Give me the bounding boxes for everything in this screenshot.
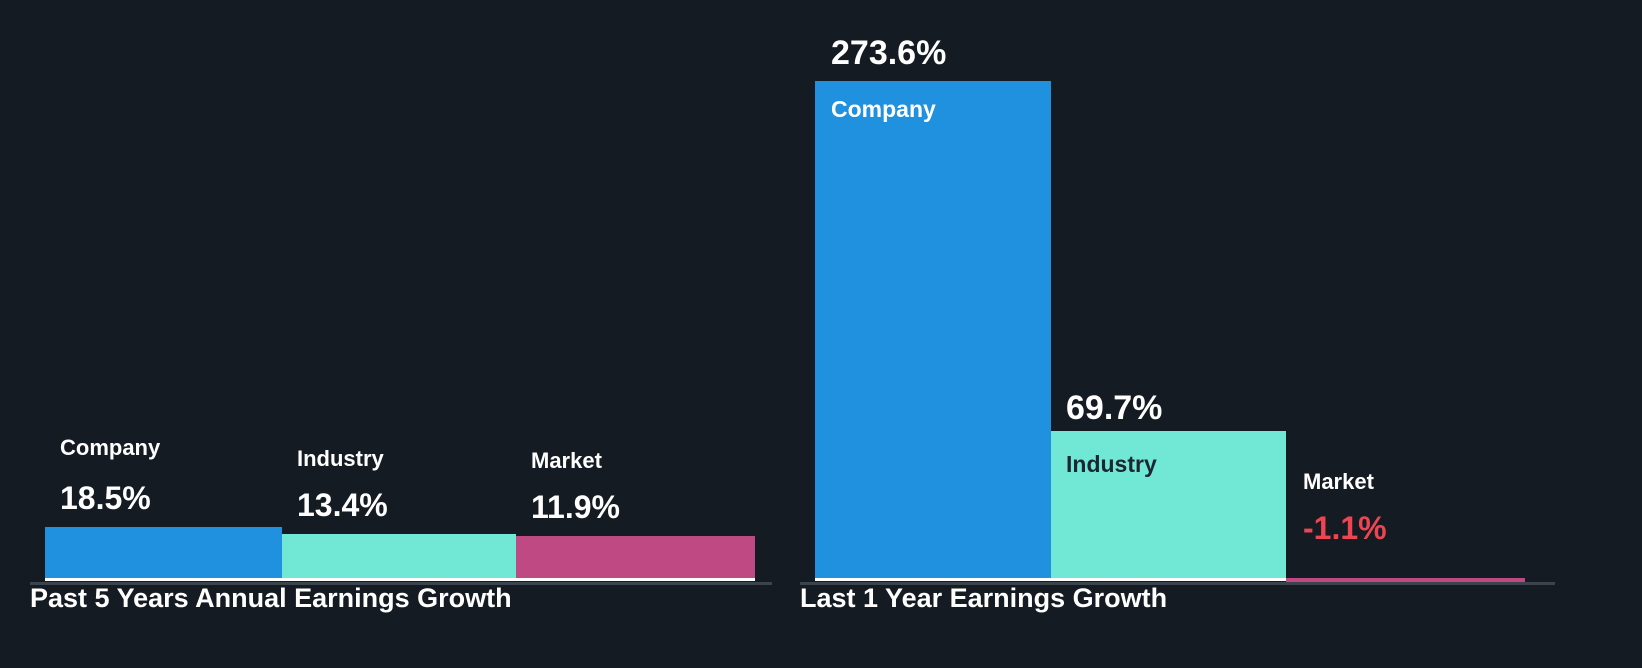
chart-title-right: Last 1 Year Earnings Growth xyxy=(800,583,1168,613)
bar-baseline-industry-right xyxy=(1051,578,1286,581)
bar-baseline-market-left xyxy=(516,578,755,581)
value-label-industry-left: 13.4% xyxy=(297,487,388,523)
series-label-company-left: Company xyxy=(60,435,161,460)
axis-tick-stub-right xyxy=(800,582,822,585)
plot-area-right: 273.6% Company 69.7% Industry Market -1.… xyxy=(800,0,1642,582)
bar-baseline-company-right xyxy=(815,578,1051,581)
bar-company-left[interactable] xyxy=(45,527,282,578)
bar-baseline-industry-left xyxy=(282,578,516,581)
value-label-market-left: 11.9% xyxy=(531,489,620,525)
plot-area-left: Company 18.5% Industry 13.4% Market 11.9… xyxy=(0,0,800,581)
bar-company-right[interactable] xyxy=(815,81,1051,578)
series-label-industry-right: Industry xyxy=(1066,451,1157,477)
chart-panel-past-5-years: Company 18.5% Industry 13.4% Market 11.9… xyxy=(0,0,800,668)
bar-market-right[interactable] xyxy=(1286,578,1525,582)
axis-line-left xyxy=(30,582,772,585)
series-label-industry-left: Industry xyxy=(297,446,384,471)
value-label-company-left: 18.5% xyxy=(60,480,151,516)
value-label-market-right: -1.1% xyxy=(1303,510,1387,546)
value-label-industry-right: 69.7% xyxy=(1066,389,1163,427)
bar-industry-left[interactable] xyxy=(282,534,516,578)
bar-baseline-company-left xyxy=(45,578,282,581)
axis-line-right xyxy=(815,582,1555,585)
bar-market-left[interactable] xyxy=(516,536,755,578)
value-label-company-right: 273.6% xyxy=(831,34,947,72)
series-label-market-right: Market xyxy=(1303,469,1374,494)
series-label-company-right: Company xyxy=(831,96,936,122)
chart-title-left: Past 5 Years Annual Earnings Growth xyxy=(30,583,512,613)
bar-industry-right[interactable] xyxy=(1051,431,1286,578)
chart-panel-last-1-year: 273.6% Company 69.7% Industry Market -1.… xyxy=(800,0,1642,668)
series-label-market-left: Market xyxy=(531,448,602,473)
